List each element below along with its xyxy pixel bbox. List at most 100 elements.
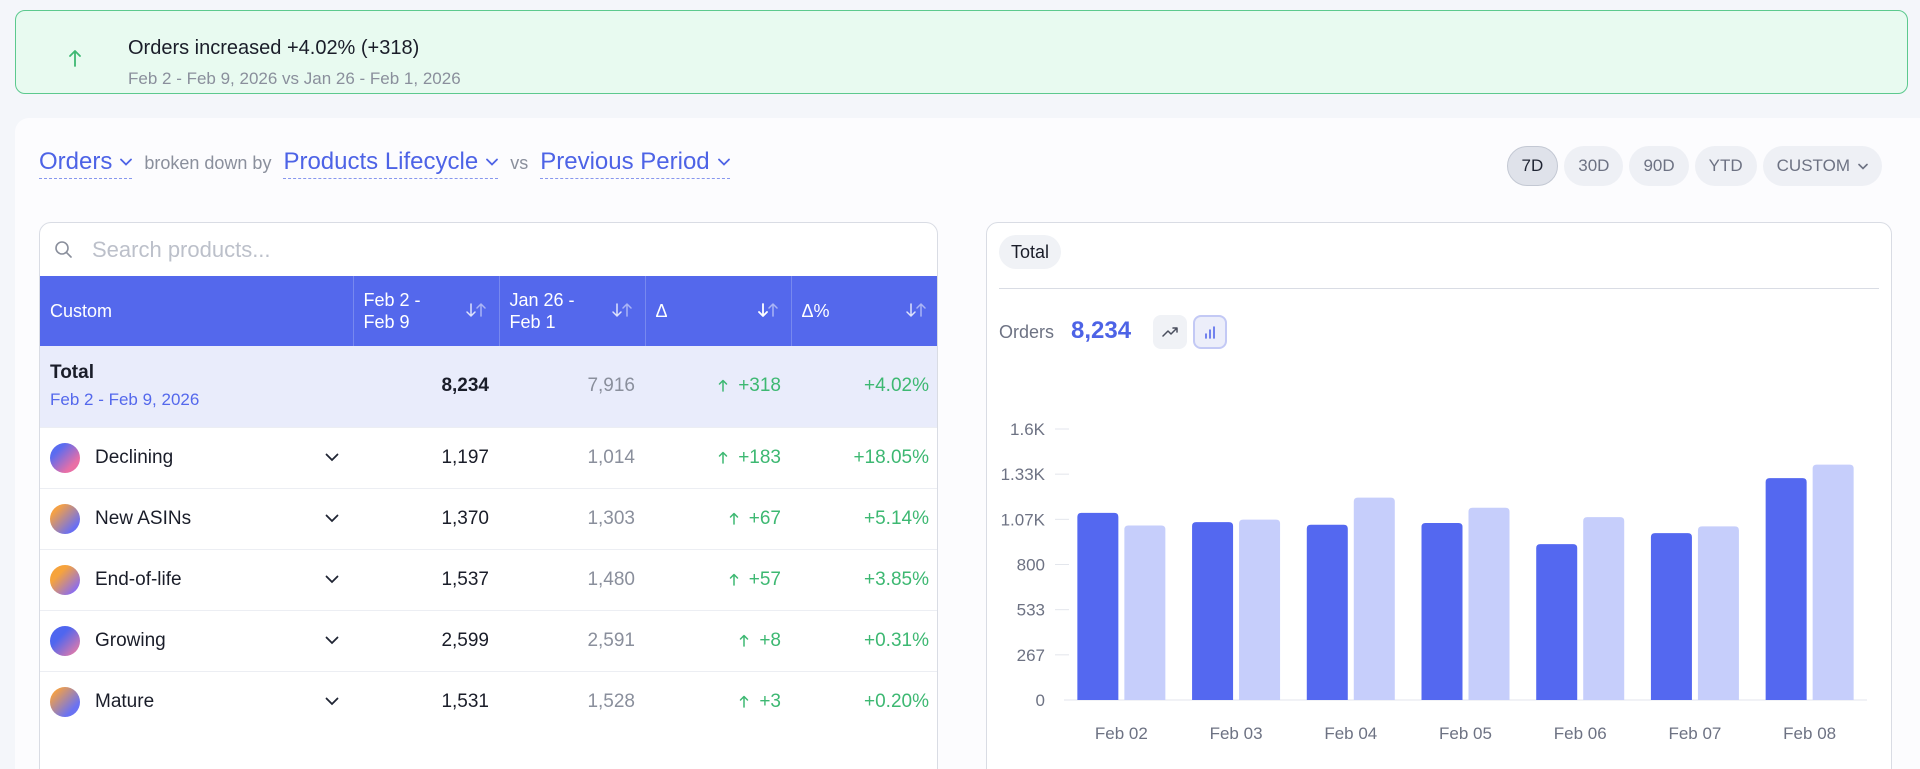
- metric-value: 8,234: [1071, 317, 1132, 344]
- table-row[interactable]: New ASINs 1,370 1,303 +67 +5.14%: [40, 488, 937, 549]
- total-current: 8,234: [441, 375, 489, 397]
- search-bar: [40, 223, 937, 276]
- table-header-row: Custom Feb 2 - Feb 9 Jan 26 - Feb 1 Δ: [40, 276, 937, 346]
- search-input[interactable]: [92, 236, 892, 263]
- segment-current: 1,370: [441, 507, 489, 529]
- segment-delta: +183: [738, 446, 781, 468]
- column-header-delta[interactable]: Δ: [645, 276, 792, 346]
- sort-icon[interactable]: [465, 302, 487, 318]
- sort-desc-icon[interactable]: [757, 302, 779, 318]
- chevron-down-icon[interactable]: [325, 453, 339, 462]
- alert-subtitle: Feb 2 - Feb 9, 2026 vs Jan 26 - Feb 1, 2…: [128, 69, 461, 88]
- segment-delta-cell: +3: [645, 671, 791, 732]
- range-30d-button[interactable]: 30D: [1564, 146, 1624, 186]
- table-row[interactable]: Growing 2,599 2,591 +8 +0.31%: [40, 610, 937, 671]
- line-chart-toggle[interactable]: [1153, 315, 1187, 349]
- date-range-selector: 7D 30D 90D YTD CUSTOM: [1506, 146, 1882, 186]
- chevron-down-icon: [1858, 163, 1868, 170]
- sort-icon[interactable]: [611, 302, 633, 318]
- y-tick-label: 1.07K: [1001, 510, 1046, 529]
- arrow-up-icon: [740, 695, 749, 708]
- x-tick-label: Feb 04: [1324, 724, 1377, 743]
- segment-avatar-icon: [50, 442, 80, 473]
- bar-previous: [1239, 519, 1281, 700]
- segment-current: 1,537: [441, 568, 489, 590]
- metric-dropdown[interactable]: Orders: [39, 148, 133, 179]
- connector-text: broken down by: [144, 153, 272, 173]
- arrow-up-icon: [718, 451, 728, 464]
- divider: [999, 288, 1879, 289]
- column-header-custom[interactable]: Custom: [40, 276, 354, 346]
- range-90d-button[interactable]: 90D: [1629, 146, 1689, 186]
- arrow-up-icon: [729, 512, 739, 525]
- segment-name: Declining: [95, 446, 174, 468]
- bar-chart-icon: [1205, 326, 1215, 339]
- segment-previous: 1,303: [587, 507, 635, 529]
- alert-title: Orders increased +4.02% (+318): [128, 37, 420, 59]
- segment-avatar-icon: [50, 625, 80, 656]
- x-tick-label: Feb 08: [1783, 724, 1836, 743]
- chevron-down-icon[interactable]: [325, 514, 339, 523]
- breakdown-dropdown-label: Products Lifecycle: [283, 148, 479, 175]
- bar-current: [1192, 522, 1234, 700]
- segment-avatar-icon: [50, 686, 80, 717]
- metric-dropdown-label: Orders: [39, 148, 113, 175]
- bar-previous: [1697, 526, 1739, 700]
- bar-current: [1536, 544, 1578, 700]
- arrow-up-icon: [740, 634, 749, 647]
- y-tick-label: 1.6K: [1010, 420, 1046, 439]
- segment-name: Growing: [95, 629, 166, 651]
- breakdown-table: Custom Feb 2 - Feb 9 Jan 26 - Feb 1 Δ: [40, 276, 937, 732]
- segment-name: End-of-life: [95, 568, 182, 590]
- total-previous: 7,916: [587, 375, 635, 397]
- column-header-previous[interactable]: Jan 26 - Feb 1: [499, 276, 646, 346]
- segment-delta: +57: [748, 568, 781, 590]
- segment-current: 2,599: [441, 629, 489, 651]
- segment-previous: 1,480: [587, 568, 635, 590]
- chart-card: 0 267 533 800 1.07K 1.33K 1.6K Feb 02 Feb 03 Feb …: [986, 222, 1892, 769]
- chevron-down-icon[interactable]: [325, 636, 339, 645]
- sort-icon[interactable]: [905, 302, 927, 318]
- segment-delta-pct: +0.20%: [864, 690, 929, 712]
- chevron-down-icon[interactable]: [325, 697, 339, 706]
- breakdown-dropdown[interactable]: Products Lifecycle: [283, 148, 499, 179]
- comparison-dropdown[interactable]: Previous Period: [540, 148, 730, 179]
- range-7d-button[interactable]: 7D: [1506, 146, 1559, 186]
- tab-total[interactable]: Total: [999, 235, 1062, 269]
- bar-previous: [1124, 525, 1166, 700]
- x-tick-label: Feb 05: [1439, 724, 1492, 743]
- bar-chart-toggle[interactable]: [1193, 315, 1227, 349]
- segment-delta: +8: [759, 629, 781, 651]
- range-custom-button[interactable]: CUSTOM: [1762, 146, 1882, 186]
- segment-avatar-icon: [50, 503, 80, 534]
- column-header-delta-pct[interactable]: Δ%: [791, 276, 937, 346]
- segment-delta-cell: +57: [645, 549, 791, 610]
- breakdown-controls: Orders broken down by Products Lifecycle…: [39, 148, 730, 184]
- segment-delta-pct: +18.05%: [853, 446, 929, 468]
- metric-label: Orders: [999, 322, 1055, 342]
- segment-cell: Growing: [40, 610, 353, 671]
- arrow-up-icon: [729, 573, 739, 586]
- segment-delta-pct: +3.85%: [864, 568, 929, 590]
- bar-current: [1650, 533, 1692, 700]
- table-row[interactable]: End-of-life 1,537 1,480 +57 +3.85%: [40, 549, 937, 610]
- chevron-down-icon[interactable]: [325, 575, 339, 584]
- main-panel: Orders broken down by Products Lifecycle…: [15, 118, 1920, 769]
- column-header-current[interactable]: Feb 2 - Feb 9: [353, 276, 500, 346]
- segment-cell: Mature: [40, 671, 353, 732]
- chevron-down-icon: [486, 158, 499, 166]
- search-icon: [55, 240, 72, 258]
- segment-delta: +3: [759, 690, 781, 712]
- segment-delta-cell: +8: [645, 610, 791, 671]
- table-row[interactable]: Declining 1,197 1,014 +183 +18.05%: [40, 427, 937, 488]
- chevron-down-icon: [717, 158, 730, 166]
- segment-delta-pct: +5.14%: [864, 507, 929, 529]
- range-ytd-button[interactable]: YTD: [1694, 146, 1757, 186]
- table-row[interactable]: Mature 1,531 1,528 +3 +0.20%: [40, 671, 937, 732]
- bar-current: [1306, 524, 1348, 700]
- alert-banner: Orders increased +4.02% (+318) Feb 2 - F…: [15, 10, 1908, 94]
- total-label: Total: [50, 362, 94, 384]
- total-row: Total Feb 2 - Feb 9, 2026 8,234 7,916 +3…: [40, 346, 937, 427]
- x-tick-label: Feb 02: [1095, 724, 1148, 743]
- bar-previous: [1353, 497, 1395, 700]
